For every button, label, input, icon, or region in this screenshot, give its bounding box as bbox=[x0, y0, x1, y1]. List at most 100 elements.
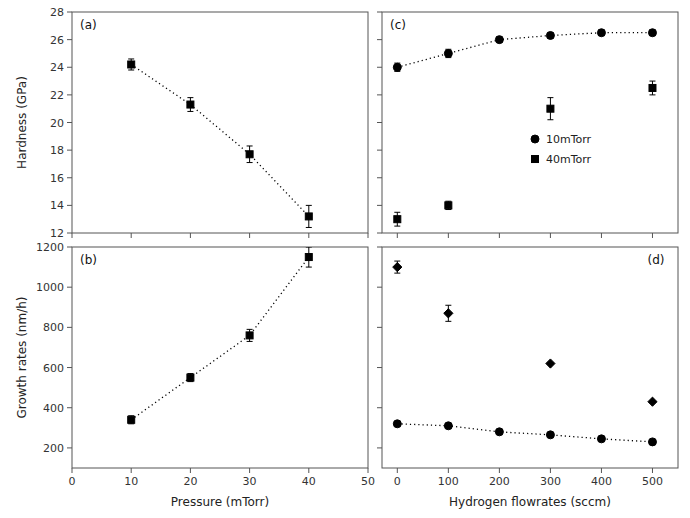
y-tick-label: 14 bbox=[50, 199, 64, 212]
x-tick bbox=[308, 468, 309, 473]
y-tick bbox=[377, 122, 382, 123]
y-tick bbox=[377, 247, 382, 248]
panel: 0102030405020040060080010001200Pressure … bbox=[15, 241, 375, 509]
x-tick bbox=[397, 233, 398, 238]
legend-swatch bbox=[531, 135, 539, 143]
marks bbox=[393, 29, 656, 226]
data-point bbox=[648, 438, 656, 446]
data-point bbox=[547, 105, 554, 112]
data-point bbox=[444, 309, 453, 318]
y-tick bbox=[67, 367, 72, 368]
y-tick bbox=[67, 67, 72, 68]
data-point bbox=[444, 422, 452, 430]
x-tick bbox=[190, 233, 191, 238]
error-bar bbox=[128, 416, 134, 424]
x-axis-label: Pressure (mTorr) bbox=[171, 495, 269, 509]
data-point bbox=[444, 49, 452, 57]
error-bar bbox=[128, 59, 134, 70]
error-bar-cap bbox=[445, 305, 451, 306]
y-tick-label: 200 bbox=[43, 442, 64, 455]
y-axis-label: Growth rates (nm/h) bbox=[15, 297, 29, 419]
x-tick-label: 400 bbox=[591, 475, 612, 488]
legend-label: 10mTorr bbox=[546, 133, 592, 146]
x-tick bbox=[550, 468, 551, 473]
panel: 121416182022242628Hardness (GPa)(a) bbox=[15, 6, 368, 240]
data-point bbox=[597, 29, 605, 37]
x-tick-label: 20 bbox=[183, 475, 197, 488]
panel-label: (b) bbox=[80, 253, 97, 267]
plot-frame bbox=[72, 247, 368, 468]
error-bar bbox=[394, 212, 400, 226]
y-tick bbox=[377, 407, 382, 408]
y-tick-label: 400 bbox=[43, 402, 64, 415]
x-tick bbox=[131, 468, 132, 473]
y-tick bbox=[67, 177, 72, 178]
data-point bbox=[597, 435, 605, 443]
data-point bbox=[393, 63, 401, 71]
y-tick bbox=[67, 122, 72, 123]
error-bar-cap bbox=[394, 273, 400, 274]
x-tick bbox=[448, 468, 449, 473]
x-tick bbox=[601, 233, 602, 238]
y-tick-label: 1000 bbox=[36, 281, 64, 294]
error-bar-cap bbox=[394, 226, 400, 227]
data-point bbox=[393, 262, 402, 271]
x-tick bbox=[368, 233, 369, 238]
y-tick bbox=[377, 39, 382, 40]
data-point bbox=[546, 359, 555, 368]
x-tick-label: 500 bbox=[642, 475, 663, 488]
plot-frame bbox=[382, 12, 678, 233]
error-bar bbox=[187, 374, 193, 382]
data-point bbox=[393, 420, 401, 428]
x-tick bbox=[131, 233, 132, 238]
y-tick bbox=[377, 12, 382, 13]
data-point bbox=[394, 216, 401, 223]
error-bar-cap bbox=[394, 261, 400, 262]
y-tick bbox=[67, 12, 72, 13]
x-tick bbox=[397, 468, 398, 473]
y-tick bbox=[67, 287, 72, 288]
series-line bbox=[131, 64, 309, 216]
x-tick-label: 40 bbox=[302, 475, 316, 488]
error-bar-cap bbox=[649, 81, 655, 82]
x-tick-label: 30 bbox=[243, 475, 257, 488]
error-bar-cap bbox=[247, 329, 253, 330]
panel-label: (c) bbox=[390, 18, 406, 32]
y-tick bbox=[67, 447, 72, 448]
error-bar-cap bbox=[128, 70, 134, 71]
x-tick bbox=[249, 233, 250, 238]
error-bar-cap bbox=[247, 162, 253, 163]
error-bar-cap bbox=[445, 321, 451, 322]
y-tick-label: 800 bbox=[43, 321, 64, 334]
legend-label: 40mTorr bbox=[546, 153, 592, 166]
x-tick-label: 300 bbox=[540, 475, 561, 488]
y-tick-label: 1200 bbox=[36, 241, 64, 254]
y-tick bbox=[67, 39, 72, 40]
y-tick-label: 22 bbox=[50, 89, 64, 102]
x-tick bbox=[72, 233, 73, 238]
x-tick bbox=[249, 468, 250, 473]
error-bar-cap bbox=[306, 247, 312, 248]
error-bar-cap bbox=[547, 119, 553, 120]
x-tick bbox=[72, 468, 73, 473]
y-tick bbox=[377, 447, 382, 448]
figure: 121416182022242628Hardness (GPa)(a)01020… bbox=[0, 0, 690, 518]
error-bar-cap bbox=[187, 97, 193, 98]
y-tick bbox=[377, 287, 382, 288]
y-axis-label: Hardness (GPa) bbox=[15, 76, 29, 169]
y-tick bbox=[67, 150, 72, 151]
plot-frame bbox=[382, 247, 678, 468]
x-tick bbox=[448, 233, 449, 238]
y-tick bbox=[377, 150, 382, 151]
x-tick bbox=[308, 233, 309, 238]
data-point bbox=[546, 431, 554, 439]
x-tick bbox=[652, 468, 653, 473]
series-line bbox=[397, 33, 652, 68]
x-tick bbox=[652, 233, 653, 238]
error-bar bbox=[394, 63, 400, 71]
y-tick bbox=[377, 67, 382, 68]
data-point bbox=[648, 397, 657, 406]
x-tick-label: 0 bbox=[69, 475, 76, 488]
data-point bbox=[648, 29, 656, 37]
legend: 10mTorr 40mTorr bbox=[531, 133, 592, 166]
